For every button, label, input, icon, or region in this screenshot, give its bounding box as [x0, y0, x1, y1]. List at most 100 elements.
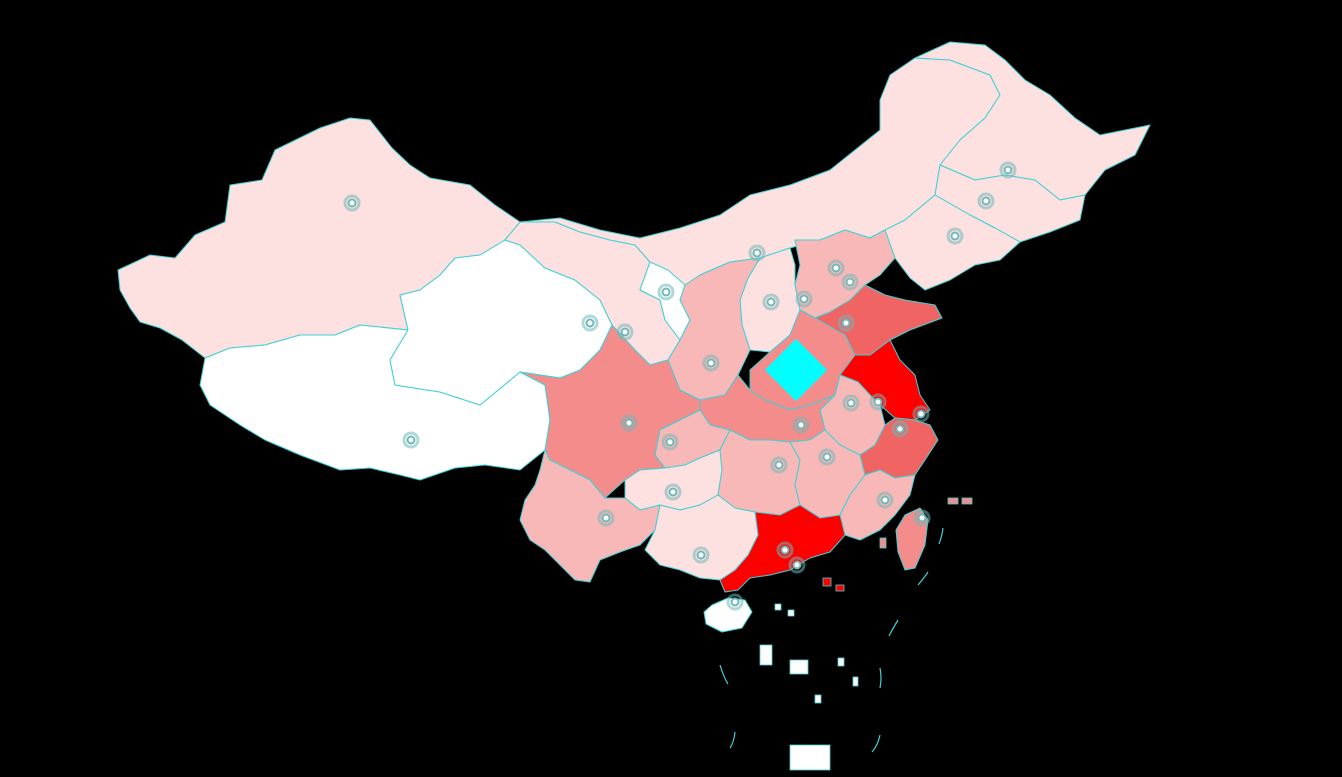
- ring-dot-icon-center: [895, 424, 905, 434]
- capital-markers: [343, 161, 1017, 611]
- capital-marker-tianjin[interactable]: [841, 273, 859, 291]
- ring-dot-icon: [876, 491, 894, 509]
- province-hunan[interactable]: [717, 429, 801, 516]
- capital-marker-guangzhou[interactable]: [776, 541, 794, 559]
- south-sea-islands: [719, 497, 973, 771]
- ring-dot-icon-center: [831, 263, 841, 273]
- ring-dot-icon: [912, 405, 930, 423]
- diamond-icon[interactable]: [764, 338, 828, 402]
- capital-marker-changsha[interactable]: [770, 456, 788, 474]
- ring-dot-icon-center: [585, 318, 595, 328]
- capital-marker-changchun[interactable]: [977, 192, 995, 210]
- ring-dot-icon-center: [780, 545, 790, 555]
- ring-dot-icon: [913, 509, 931, 527]
- ring-dot-icon-center: [950, 231, 960, 241]
- province-yunnan[interactable]: [519, 449, 661, 583]
- capital-marker-urumqi[interactable]: [343, 194, 361, 212]
- ring-dot-icon-center: [406, 435, 416, 445]
- ring-dot-icon: [597, 509, 615, 527]
- capital-marker-taipei[interactable]: [913, 509, 931, 527]
- ring-dot-icon: [664, 483, 682, 501]
- ring-dot-icon: [748, 244, 766, 262]
- capital-marker-taiyuan[interactable]: [762, 293, 780, 311]
- ring-dot-icon-center: [799, 294, 809, 304]
- capital-marker-nanning[interactable]: [692, 546, 710, 564]
- ring-dot-icon: [726, 593, 744, 611]
- capital-marker-haikou[interactable]: [726, 593, 744, 611]
- capital-marker-hong-kong[interactable]: [788, 556, 806, 574]
- ring-dot-icon: [762, 293, 780, 311]
- selected-region-marker[interactable]: [764, 338, 828, 402]
- ring-dot-icon-center: [846, 398, 856, 408]
- ring-dot-icon: [792, 416, 810, 434]
- ring-dot-icon-center: [620, 327, 630, 337]
- ring-dot-icon: [827, 259, 845, 277]
- ring-dot-icon-center: [792, 560, 802, 570]
- ring-dot-icon: [891, 420, 909, 438]
- ring-dot-icon-center: [916, 409, 926, 419]
- ring-dot-icon-center: [873, 397, 883, 407]
- capital-marker-guiyang[interactable]: [664, 483, 682, 501]
- ring-dot-icon-center: [601, 513, 611, 523]
- ring-dot-icon: [977, 192, 995, 210]
- capital-marker-harbin[interactable]: [999, 161, 1017, 179]
- ring-dot-icon-center: [766, 297, 776, 307]
- ring-dot-icon-center: [696, 550, 706, 560]
- capital-marker-shenyang[interactable]: [946, 227, 964, 245]
- ring-dot-icon-center: [796, 420, 806, 430]
- capital-marker-chengdu[interactable]: [620, 414, 638, 432]
- capital-marker-jinan[interactable]: [837, 314, 855, 332]
- ring-dot-icon: [776, 541, 794, 559]
- ring-dot-icon-center: [981, 196, 991, 206]
- ring-dot-icon: [692, 546, 710, 564]
- capital-marker-fuzhou[interactable]: [876, 491, 894, 509]
- capital-marker-lanzhou[interactable]: [616, 323, 634, 341]
- provinces-layer: [117, 41, 1151, 633]
- ring-dot-icon-center: [1003, 165, 1013, 175]
- capital-marker-yinchuan[interactable]: [657, 283, 675, 301]
- capital-marker-shanghai[interactable]: [912, 405, 930, 423]
- ring-dot-icon-center: [730, 597, 740, 607]
- ring-dot-icon-center: [845, 277, 855, 287]
- ring-dot-icon: [841, 273, 859, 291]
- capital-marker-nanchang[interactable]: [818, 448, 836, 466]
- ring-dot-icon: [788, 556, 806, 574]
- ring-dot-icon-center: [661, 287, 671, 297]
- ring-dot-icon-center: [822, 452, 832, 462]
- ring-dot-icon: [770, 456, 788, 474]
- capital-marker-nanjing[interactable]: [869, 393, 887, 411]
- ring-dot-icon: [999, 161, 1017, 179]
- ring-dot-icon: [842, 394, 860, 412]
- ring-dot-icon: [946, 227, 964, 245]
- capital-marker-xining[interactable]: [581, 314, 599, 332]
- ring-dot-icon-center: [880, 495, 890, 505]
- ring-dot-icon-center: [752, 248, 762, 258]
- ring-dot-icon: [702, 354, 720, 372]
- ring-dot-icon: [837, 314, 855, 332]
- ring-dot-icon: [661, 433, 679, 451]
- capital-marker-beijing[interactable]: [827, 259, 845, 277]
- ring-dot-icon: [869, 393, 887, 411]
- ring-dot-icon: [343, 194, 361, 212]
- capital-marker-hefei[interactable]: [842, 394, 860, 412]
- capital-marker-hangzhou[interactable]: [891, 420, 909, 438]
- capital-marker-xian[interactable]: [702, 354, 720, 372]
- capital-marker-chongqing-city[interactable]: [661, 433, 679, 451]
- capital-marker-shijiazhuang[interactable]: [795, 290, 813, 308]
- ring-dot-icon-center: [706, 358, 716, 368]
- ring-dot-icon: [657, 283, 675, 301]
- ring-dot-icon: [818, 448, 836, 466]
- capital-marker-lhasa[interactable]: [402, 431, 420, 449]
- capital-marker-hohhot[interactable]: [748, 244, 766, 262]
- province-guangxi[interactable]: [644, 494, 759, 581]
- ring-dot-icon-center: [774, 460, 784, 470]
- ring-dot-icon: [581, 314, 599, 332]
- ring-dot-icon: [795, 290, 813, 308]
- ring-dot-icon-center: [665, 437, 675, 447]
- ring-dot-icon-center: [668, 487, 678, 497]
- capital-marker-wuhan[interactable]: [792, 416, 810, 434]
- ring-dot-icon: [402, 431, 420, 449]
- ring-dot-icon-center: [624, 418, 634, 428]
- capital-marker-kunming[interactable]: [597, 509, 615, 527]
